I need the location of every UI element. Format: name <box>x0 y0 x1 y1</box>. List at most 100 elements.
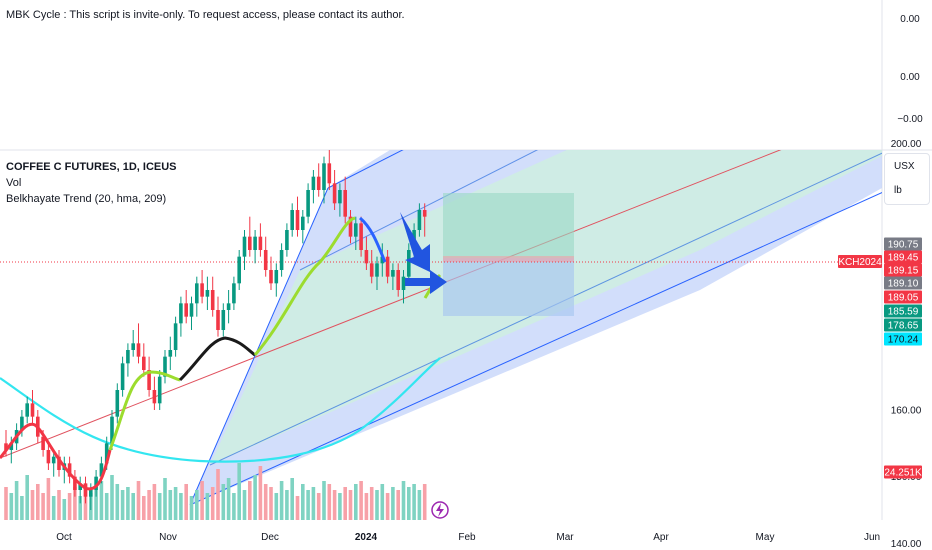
time-tick-label: Feb <box>458 532 476 543</box>
candle-body <box>94 476 98 490</box>
measure-unit-button[interactable]: lb <box>894 185 902 196</box>
volume-bar <box>232 493 236 520</box>
volume-bar <box>338 493 342 520</box>
volume-bar <box>385 493 390 520</box>
volume-bar <box>301 484 305 520</box>
time-tick-label: May <box>756 532 775 543</box>
candle-body <box>210 290 215 310</box>
candle-body <box>205 290 210 297</box>
candle-body <box>163 356 167 377</box>
price-badge <box>884 290 922 304</box>
time-tick-label: Mar <box>556 532 574 543</box>
symbol-tag: KCH2024 <box>838 255 882 268</box>
candle-body <box>73 476 77 490</box>
symbol-legend[interactable]: COFFEE C FUTURES, 1D, ICEUS <box>6 161 177 173</box>
volume-legend[interactable]: Vol <box>6 177 22 189</box>
candle-body <box>338 190 342 204</box>
unit-selector[interactable] <box>884 153 930 205</box>
position-box[interactable] <box>443 193 574 316</box>
time-axis[interactable]: Oct Nov Dec 2024 Feb Mar Apr May Jun <box>56 532 880 543</box>
candle-body <box>348 216 353 237</box>
price-badge-label: 189.15 <box>888 266 919 277</box>
volume-bar <box>369 487 374 520</box>
volume-bar <box>9 493 14 520</box>
volume-bar <box>126 487 130 520</box>
price-badge <box>884 332 922 346</box>
price-tick-label: 140.00 <box>891 539 922 550</box>
time-tick-label: Nov <box>159 532 177 543</box>
candle-body <box>391 270 395 277</box>
candle-body <box>396 270 400 290</box>
volume-bar <box>364 493 369 520</box>
volume-bar <box>46 478 51 520</box>
volume-bar <box>78 496 82 520</box>
volume-bar <box>99 481 104 520</box>
volume-bar <box>173 487 178 520</box>
channel-left-edge <box>189 187 329 506</box>
arrow-down-icon[interactable] <box>400 212 430 272</box>
candle-body <box>253 236 257 250</box>
volume-bar <box>184 484 188 520</box>
annotation-arrows[interactable] <box>400 212 447 294</box>
candle-body <box>200 283 204 297</box>
volume-bar <box>4 487 8 520</box>
price-badges: 190.75 189.45 189.15 189.10 189.05 185.59 178.… <box>884 237 922 479</box>
candle-body <box>179 303 183 324</box>
candle-body <box>168 350 173 357</box>
volume-bar <box>417 490 422 520</box>
candle-body <box>46 450 51 464</box>
price-badge <box>884 237 922 251</box>
candle-body <box>99 463 104 477</box>
volume-bar <box>285 490 289 520</box>
candle-body <box>189 303 194 317</box>
volume-bar <box>57 490 61 520</box>
trend-segment-blue <box>358 216 387 263</box>
candle-body <box>78 483 82 490</box>
volume-bar <box>36 484 40 520</box>
arrow-right-icon[interactable] <box>405 270 447 294</box>
volume-bar <box>348 490 353 520</box>
time-tick-label: Jun <box>864 532 880 543</box>
price-badge-label: 185.59 <box>888 307 919 318</box>
volume-bar <box>168 490 173 520</box>
volume-bar <box>189 496 194 520</box>
volume-bar <box>274 493 279 520</box>
price-tick-label: 200.00 <box>891 139 922 150</box>
candle-body <box>157 376 162 404</box>
volume-bar <box>248 481 252 520</box>
indicator-legend[interactable]: MBK Cycle : This script is invite-only. … <box>6 9 405 21</box>
trend-segment-green-2 <box>253 216 356 356</box>
channel-lower-line <box>189 192 882 506</box>
candle-body <box>226 303 231 310</box>
candle-body <box>369 263 374 277</box>
volume-bar <box>253 475 257 520</box>
candle-body <box>285 230 289 250</box>
volume-bar <box>14 481 19 520</box>
entry-band <box>443 256 574 262</box>
event-marker[interactable] <box>431 501 449 519</box>
volume-bar <box>210 487 215 520</box>
volume-bar <box>396 490 400 520</box>
currency-unit-button[interactable]: USX <box>894 161 915 172</box>
price-badge-label: 24.251K <box>884 468 922 479</box>
volume-bar <box>295 496 300 520</box>
volume-bar <box>157 493 162 520</box>
candle-body <box>343 190 347 217</box>
price-badge <box>884 263 922 277</box>
indicator-price-axis[interactable]: 0.00 0.00 −0.00 <box>897 14 923 125</box>
candle-body <box>332 183 337 204</box>
time-tick-label: Oct <box>56 532 72 543</box>
candle-body <box>258 236 263 250</box>
candle-body <box>417 210 422 230</box>
candle-body <box>316 176 321 190</box>
volume-bar <box>316 493 321 520</box>
volume-bar <box>136 481 141 520</box>
candle-body <box>401 276 406 290</box>
volume-bar <box>30 490 35 520</box>
candle-body <box>126 350 130 364</box>
candle-body <box>67 463 72 477</box>
trend-legend[interactable]: Belkhayate Trend (20, hma, 209) <box>6 193 167 205</box>
candle-body <box>147 370 151 390</box>
candle-body <box>9 443 14 450</box>
